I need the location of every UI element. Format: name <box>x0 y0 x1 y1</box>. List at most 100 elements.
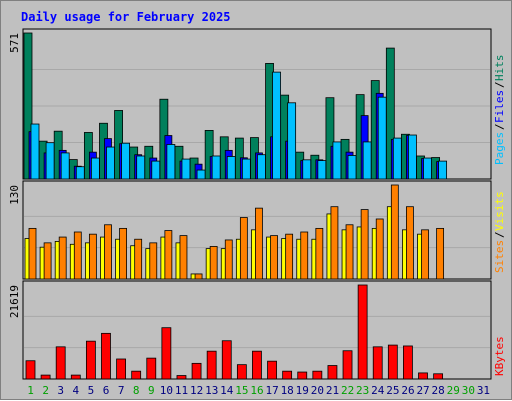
sites-bar-day-18 <box>285 233 294 280</box>
sites-bar-day-22 <box>345 224 354 280</box>
pages-bar-day-2 <box>45 142 55 180</box>
pages-bar-day-6 <box>106 146 115 180</box>
pages-bar-day-28 <box>438 160 448 180</box>
sites-bar-day-17 <box>270 235 278 280</box>
legend-separator: / <box>493 81 506 88</box>
legend-sites: Sites <box>493 240 506 273</box>
chart-title: Daily usage for February 2025 <box>21 10 231 24</box>
kbytes-bar-day-8 <box>131 370 142 380</box>
day-label-10: 10 <box>160 384 173 397</box>
pages-bar-day-13 <box>211 155 221 180</box>
day-label-4: 4 <box>73 384 80 397</box>
hits-bar-day-21 <box>325 97 335 180</box>
kbytes-bar-day-2 <box>40 374 51 380</box>
pages-bar-day-8 <box>136 155 146 180</box>
pages-bar-day-25 <box>392 137 402 180</box>
sites-bar-day-25 <box>390 184 399 280</box>
sites-bar-day-16 <box>255 207 263 280</box>
day-label-2: 2 <box>42 384 49 397</box>
sites-bar-day-1 <box>28 227 37 280</box>
kbytes-bar-day-26 <box>403 345 413 380</box>
day-label-3: 3 <box>57 384 64 397</box>
day-label-12: 12 <box>190 384 203 397</box>
pages-bar-day-14 <box>226 156 236 180</box>
day-label-9: 9 <box>148 384 155 397</box>
kbytes-bar-day-22 <box>342 350 353 380</box>
day-label-27: 27 <box>416 384 429 397</box>
pages-bar-day-7 <box>121 142 130 180</box>
kbytes-bar-day-1 <box>25 360 36 380</box>
pages-bar-day-4 <box>75 166 85 180</box>
panel-2-max-label: 130 <box>8 185 21 205</box>
day-label-29: 29 <box>447 384 460 397</box>
sites-bar-day-6 <box>104 224 112 280</box>
day-label-25: 25 <box>386 384 399 397</box>
pages-bar-day-3 <box>60 152 70 180</box>
panel-3-max-label: 21619 <box>8 285 21 318</box>
sites-bar-day-10 <box>164 230 173 280</box>
day-label-6: 6 <box>103 384 110 397</box>
legend-pages: Pages <box>493 132 506 165</box>
legend-separator: / <box>493 231 506 238</box>
pages-bar-day-18 <box>287 102 297 180</box>
kbytes-bar-day-21 <box>327 365 338 380</box>
panel-1-max-label: 571 <box>8 33 21 53</box>
pages-bar-day-15 <box>241 158 251 180</box>
pages-bar-day-16 <box>257 154 266 180</box>
sites-bar-day-26 <box>406 206 414 280</box>
kbytes-bar-day-17 <box>267 360 277 380</box>
kbytes-bar-day-18 <box>282 370 293 380</box>
sites-bar-day-19 <box>300 231 309 280</box>
day-label-18: 18 <box>281 384 294 397</box>
pages-bar-day-1 <box>30 123 40 180</box>
day-label-20: 20 <box>311 384 324 397</box>
pages-bar-day-11 <box>181 158 191 180</box>
kbytes-bar-day-3 <box>55 346 66 380</box>
kbytes-bar-day-24 <box>372 346 383 380</box>
day-label-28: 28 <box>432 384 445 397</box>
day-label-16: 16 <box>250 384 263 397</box>
legend-files: Files <box>493 90 506 123</box>
pages-bar-day-10 <box>166 144 176 180</box>
pages-bar-day-24 <box>377 96 387 180</box>
sites-bar-day-5 <box>88 233 97 280</box>
day-label-11: 11 <box>175 384 188 397</box>
kbytes-bar-day-10 <box>161 327 172 380</box>
day-label-26: 26 <box>401 384 414 397</box>
legend-visits: Visits <box>493 191 506 231</box>
day-label-15: 15 <box>235 384 248 397</box>
kbytes-bar-day-5 <box>85 340 96 380</box>
sites-bar-day-28 <box>436 227 445 280</box>
kbytes-bar-day-28 <box>433 373 444 380</box>
day-label-31: 31 <box>477 384 490 397</box>
sites-bar-day-3 <box>58 236 67 280</box>
sites-bar-day-12 <box>194 273 203 280</box>
pages-bar-day-20 <box>317 160 327 180</box>
pages-bar-day-26 <box>408 134 417 180</box>
pages-bar-day-5 <box>90 157 100 180</box>
day-label-13: 13 <box>205 384 218 397</box>
day-label-24: 24 <box>371 384 385 397</box>
pages-bar-day-21 <box>332 141 342 180</box>
pages-bar-day-17 <box>272 71 281 180</box>
day-label-23: 23 <box>356 384 369 397</box>
legend-hits: Hits <box>493 55 506 82</box>
day-label-1: 1 <box>27 384 34 397</box>
sites-bar-day-27 <box>421 229 429 280</box>
kbytes-bar-day-6 <box>101 332 111 380</box>
sites-bar-day-23 <box>360 209 369 280</box>
day-label-5: 5 <box>88 384 95 397</box>
kbytes-bar-day-13 <box>206 350 217 380</box>
day-label-19: 19 <box>296 384 309 397</box>
sites-bar-day-14 <box>224 239 233 280</box>
kbytes-bar-day-15 <box>236 364 247 380</box>
kbytes-bar-day-25 <box>387 344 398 380</box>
day-label-21: 21 <box>326 384 339 397</box>
day-label-7: 7 <box>118 384 125 397</box>
pages-bar-day-12 <box>196 169 206 180</box>
pages-bar-day-19 <box>302 159 312 180</box>
kbytes-bar-day-23 <box>357 284 368 380</box>
kbytes-bar-day-20 <box>312 370 323 380</box>
